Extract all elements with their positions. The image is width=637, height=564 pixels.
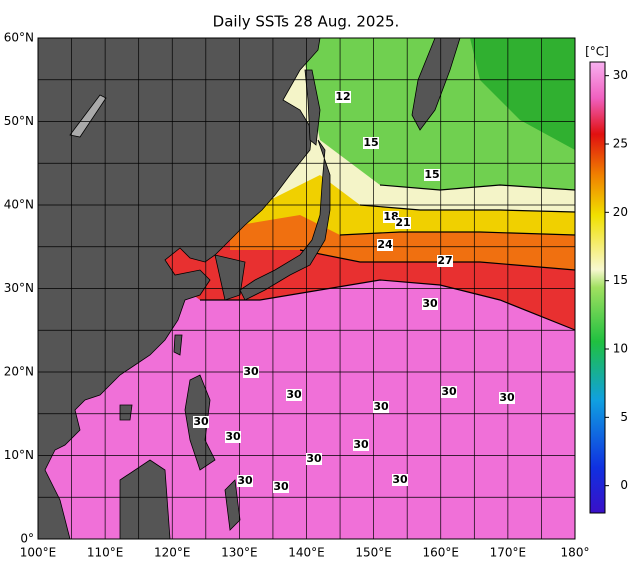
contour-label: 30 [422,297,438,310]
land [119,459,171,540]
title: Daily SSTs 28 Aug. 2025. [213,13,400,31]
colorbar-tick-label: 5 [620,410,628,424]
lon-label: 150°E [355,546,392,560]
contour-label: 30 [237,474,253,487]
contour-label-box [353,439,369,451]
contour-label-box [306,453,322,465]
contour-label: 30 [441,385,457,398]
lat-label: 40°N [4,198,34,212]
contour-label-box [424,169,440,181]
contour-label: 30 [286,388,302,401]
contour-label: 30 [306,452,322,465]
colorbar-tick-label: 0 [620,478,628,492]
lon-label: 120°E [154,546,191,560]
contour-label: 30 [373,400,389,413]
colorbar-tick-label: 20 [613,205,628,219]
land [411,37,461,131]
contour-label: 30 [243,365,259,378]
contour-label: 30 [392,473,408,486]
lat-label: 50°N [4,114,34,128]
contour-label-box [499,392,515,404]
land [304,69,321,146]
lat-label: 60°N [4,31,34,45]
contour [379,184,576,191]
lat-label: 20°N [4,365,34,379]
contour-label-box [335,91,351,103]
contour-label-box [237,475,253,487]
lon-label: 140°E [288,546,325,560]
contour-label: 12 [335,90,350,103]
contour-label: 30 [273,480,289,493]
contour-label: 30 [353,438,369,451]
contour-label-box [437,255,453,267]
colorbar-tick-label: 30 [613,68,628,82]
colorbar-tick-label: 25 [613,137,628,151]
lon-label: 130°E [221,546,258,560]
lon-label: 170°E [490,546,527,560]
contour-label: 27 [437,254,452,267]
contour-label: 24 [377,238,393,251]
land [119,404,133,421]
lon-label: 160°E [423,546,460,560]
lon-label: 100°E [20,546,57,560]
contour-label-box [373,401,389,413]
contour-label-box [193,416,209,428]
contour-label-box [392,474,408,486]
contour-label: 15 [363,136,378,149]
contour-label: 30 [499,391,515,404]
contour-label-box [363,137,379,149]
land [224,479,241,531]
contour [339,231,576,236]
band-dark-green [470,38,575,150]
lon-label: 180° [561,546,590,560]
contour-label: 30 [193,415,209,428]
contour-label: 21 [395,216,410,229]
contour-label-box [441,386,457,398]
contour-label-box [286,389,302,401]
map-frame [37,37,576,540]
lon-label: 110°E [87,546,124,560]
land [69,94,107,138]
contour-label: 18 [383,210,398,223]
contour-label: 30 [225,430,241,443]
lat-label: 30°N [4,281,34,295]
contour-label-box [422,298,438,310]
lat-label: 0° [20,532,34,546]
colorbar [589,61,606,514]
land [173,334,183,356]
contour-label-box [243,366,259,378]
contour-label-box [377,239,393,251]
contour-label: 15 [424,168,439,181]
contour-label-box [395,217,411,229]
contour [200,279,576,331]
colorbar-unit: [°C] [585,45,609,59]
colorbar-tick-label: 10 [613,342,628,356]
lat-label: 10°N [4,448,34,462]
colorbar-tick-label: 15 [613,273,628,287]
contour-label-box [225,431,241,443]
contour [359,204,576,213]
contour-label-box [273,481,289,493]
